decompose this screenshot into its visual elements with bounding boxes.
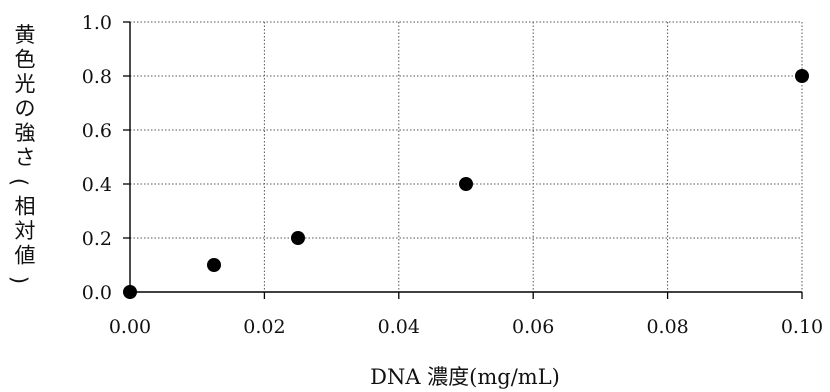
grid (130, 21, 803, 292)
y-tick-label: 1.0 (82, 12, 112, 34)
y-axis-title-char: 黄 (15, 23, 36, 47)
x-tick-label: 0.00 (109, 316, 151, 338)
data-point (459, 177, 473, 191)
x-tick-label: 0.02 (243, 316, 285, 338)
y-tick-label: 0.4 (82, 174, 112, 196)
y-tick-label: 0.2 (82, 228, 112, 250)
x-tick-label: 0.04 (378, 316, 420, 338)
data-points (123, 69, 809, 299)
y-axis-title-char: 値 (15, 244, 36, 268)
y-axis-title-char: 相 (15, 195, 36, 219)
y-axis-title-char: ) (7, 276, 31, 284)
y-axis-title-char: 光 (15, 72, 36, 96)
y-axis-title-char: 対 (15, 219, 36, 243)
x-axis-title: DNA 濃度(mg/mL) (370, 365, 560, 389)
data-point (291, 231, 305, 245)
y-tick-label: 0.8 (82, 66, 112, 88)
y-axis-title-char: 強 (15, 121, 36, 145)
y-axis-title-char: の (15, 97, 36, 121)
axes (123, 21, 803, 299)
y-tick-label: 0.6 (82, 120, 112, 142)
y-axis-title-char: ( (7, 178, 31, 186)
y-axis-title-char: 色 (15, 48, 36, 72)
data-point (795, 69, 809, 83)
data-point (207, 258, 221, 272)
x-tick-label: 0.08 (646, 316, 688, 338)
tick-labels: 0.00 0.02 0.04 0.06 0.08 0.10 0.0 0.2 0.4 0.6 0.8 1… (82, 12, 823, 338)
y-axis-title-char: さ (15, 146, 36, 170)
y-tick-label: 0.0 (82, 282, 112, 304)
x-tick-label: 0.06 (512, 316, 554, 338)
x-tick-label: 0.10 (781, 316, 823, 338)
data-point (123, 285, 137, 299)
